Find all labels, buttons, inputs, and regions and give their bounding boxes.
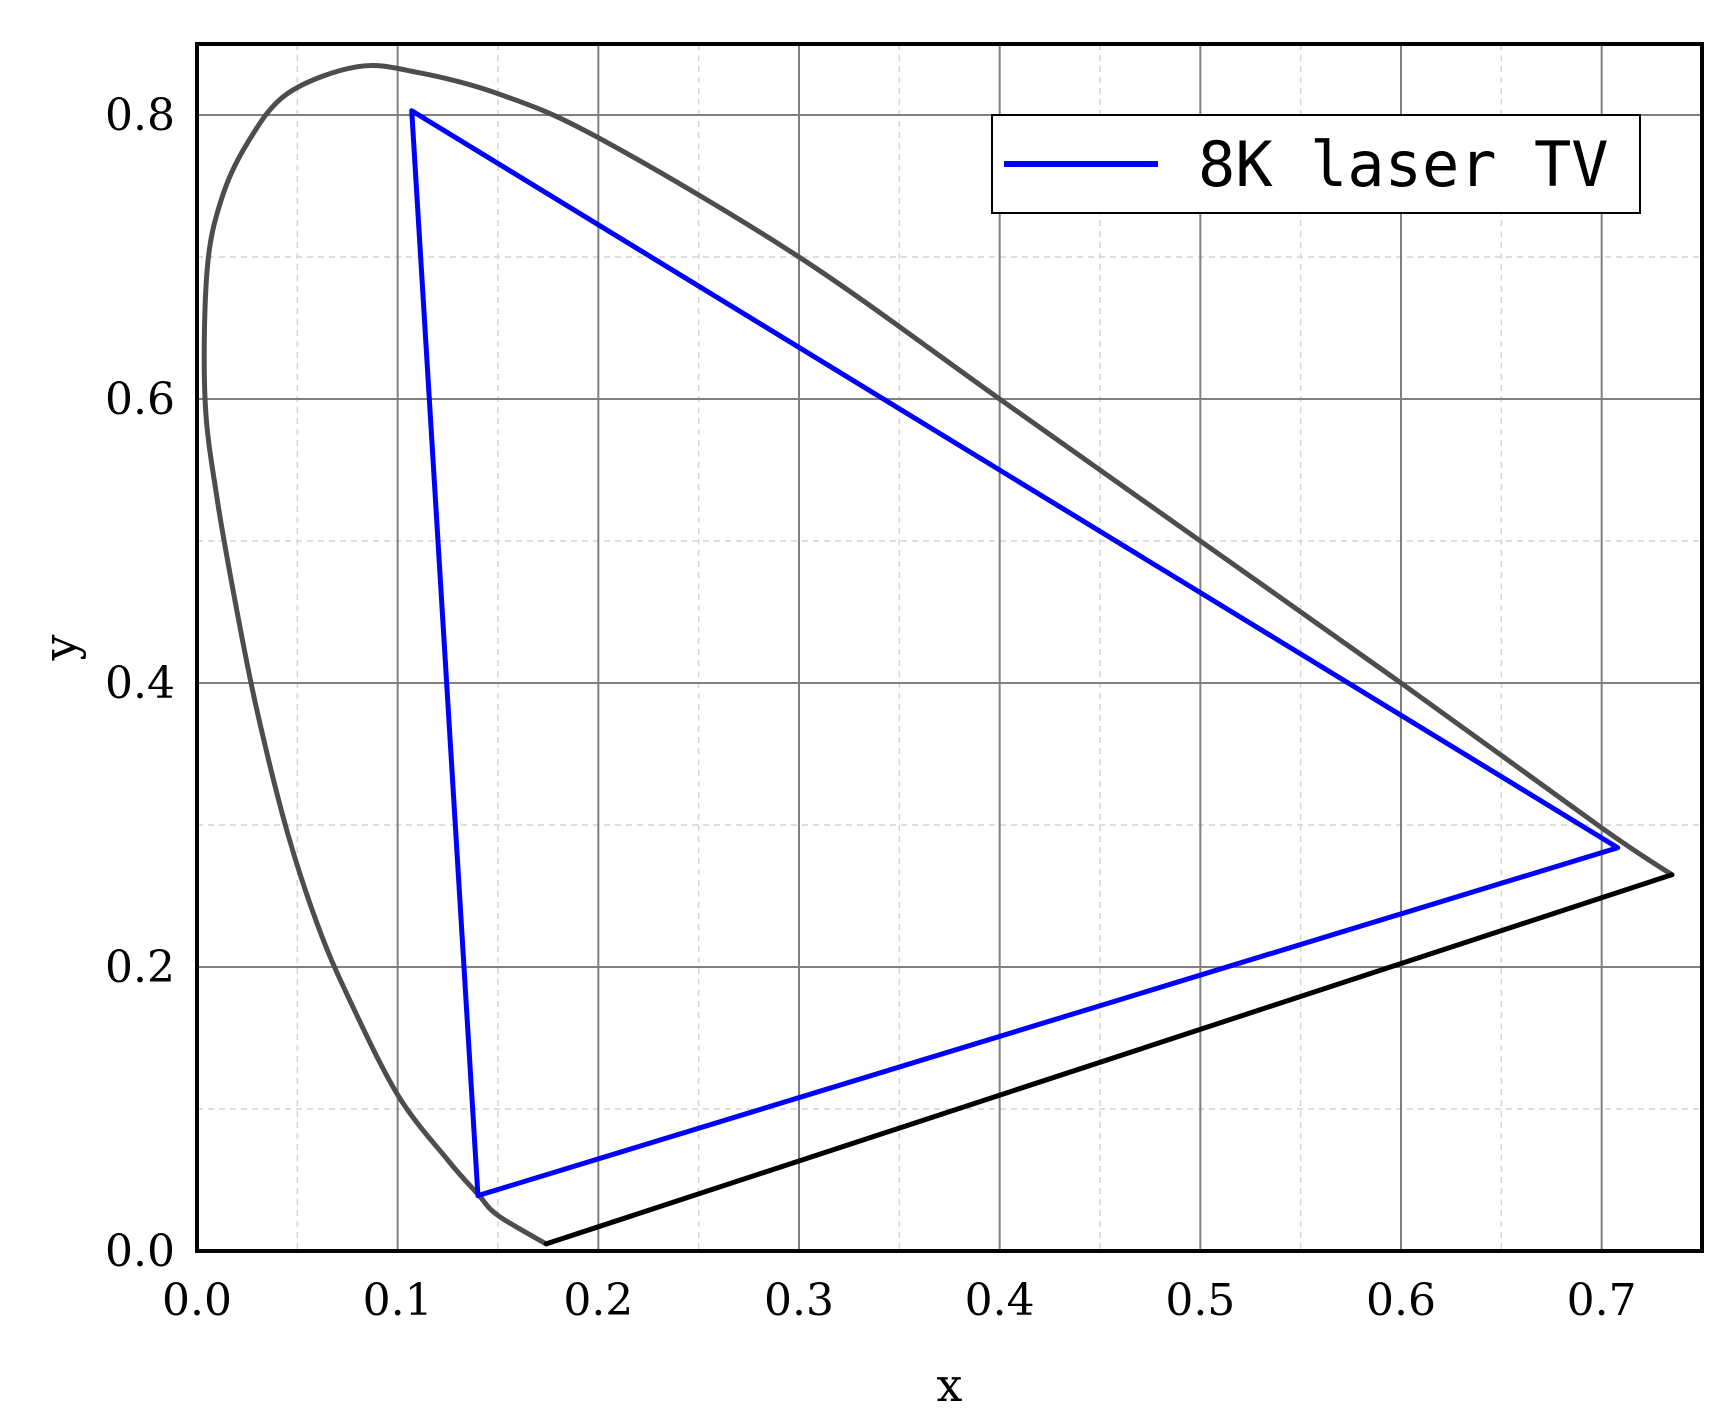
major-grid xyxy=(197,44,1702,1251)
x-tick-label: 0.6 xyxy=(1366,1275,1436,1326)
x-tick-label: 0.4 xyxy=(965,1275,1035,1326)
y-tick-labels: 0.0 0.2 0.4 0.6 0.8 xyxy=(105,90,175,1277)
x-tick-label: 0.7 xyxy=(1567,1275,1637,1326)
spectral-locus xyxy=(201,62,1675,1247)
y-tick-label: 0.2 xyxy=(105,942,175,993)
x-tick-label: 0.1 xyxy=(363,1275,433,1326)
x-tick-label: 0.5 xyxy=(1165,1275,1235,1326)
y-tick-label: 0.8 xyxy=(105,90,175,141)
x-tick-labels: 0.0 0.1 0.2 0.3 0.4 0.5 0.6 0.7 xyxy=(162,1275,1637,1326)
y-tick-label: 0.6 xyxy=(105,374,175,425)
purple-line xyxy=(543,872,1675,1247)
y-axis-label: y xyxy=(33,635,87,662)
x-tick-label: 0.0 xyxy=(162,1275,232,1326)
plot-frame xyxy=(195,42,1704,1253)
x-axis-label: x xyxy=(937,1358,963,1412)
y-tick-label: 0.4 xyxy=(105,658,175,709)
series-layer xyxy=(201,62,1675,1247)
minor-grid xyxy=(197,44,1703,1251)
series-8k-laser-tv xyxy=(409,108,1621,1199)
legend-label-8k-laser-tv: 8K laser TV xyxy=(1198,128,1609,201)
x-tick-label: 0.2 xyxy=(563,1275,633,1326)
y-tick-label: 0.0 xyxy=(105,1226,175,1277)
x-tick-label: 0.3 xyxy=(764,1275,834,1326)
legend: 8K laser TV xyxy=(991,114,1641,214)
